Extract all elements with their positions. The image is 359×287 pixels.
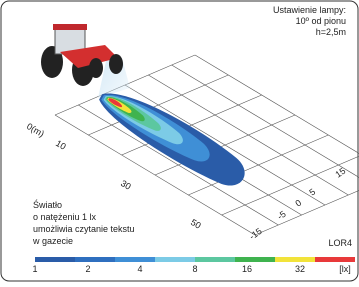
scale-label: 1	[32, 264, 37, 274]
scale-unit: [lx]	[339, 264, 351, 274]
scale-band	[115, 257, 155, 262]
scale-label: 16	[242, 264, 252, 274]
scale-band	[275, 257, 315, 262]
front-wheel	[109, 54, 123, 74]
scale-band	[75, 257, 115, 262]
front-wheel	[89, 58, 103, 78]
setting-angle: 10º od pionu	[296, 16, 346, 26]
scale-band	[195, 257, 235, 262]
setting-title: Ustawienie lampy:	[273, 5, 346, 15]
scale-band	[235, 257, 275, 262]
page: Ustawienie lampy: 10º od pionu h=2,5m 0(…	[0, 0, 359, 282]
scale-band	[35, 257, 75, 262]
scale-band	[315, 257, 355, 262]
scale-band	[155, 257, 195, 262]
note-line: umożliwia czytanie tekstu	[33, 224, 135, 234]
roof	[53, 24, 87, 30]
note-line: Światło	[33, 199, 62, 210]
scale-label: 8	[192, 264, 197, 274]
diagram: Ustawienie lampy: 10º od pionu h=2,5m 0(…	[0, 0, 359, 282]
note-line: w gazecie	[32, 236, 73, 246]
model: LOR4	[328, 238, 352, 248]
scale-label: 2	[85, 264, 90, 274]
color-scale	[35, 257, 355, 262]
scale-label: 32	[295, 264, 305, 274]
note-line: o natężeniu 1 lx	[33, 212, 97, 222]
scale-label: 4	[137, 264, 142, 274]
setting-height: h=2,5m	[316, 27, 346, 37]
